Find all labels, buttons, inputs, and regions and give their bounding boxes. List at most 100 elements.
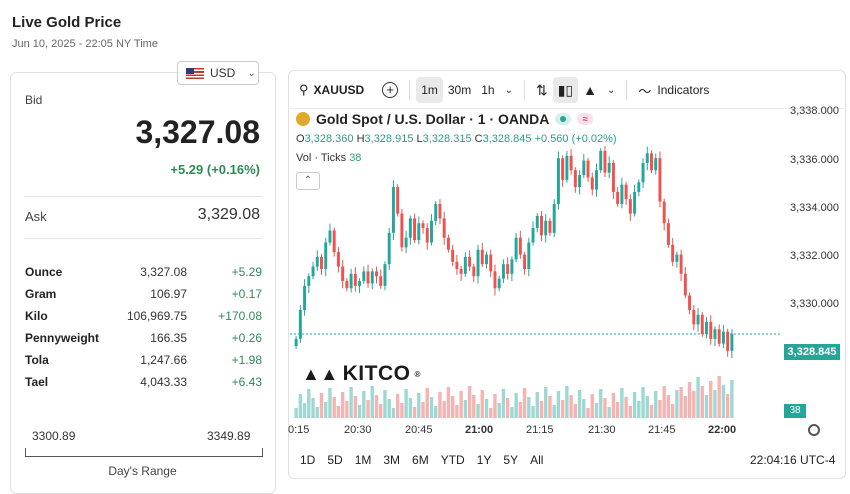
unit-row-tola: Tola 1,247.66 +1.98 xyxy=(25,353,262,375)
divider xyxy=(24,238,262,239)
page-subtitle: Jun 10, 2025 - 22:05 NY Time xyxy=(12,38,158,50)
interval-30m[interactable]: 30m xyxy=(447,83,472,97)
volume-bar xyxy=(446,387,451,418)
ohlc-readout: O3,328.360 H3,328.915 L3,328.315 C3,328.… xyxy=(296,133,617,145)
volume-bar xyxy=(704,395,709,418)
volume-bar xyxy=(510,407,514,418)
volume-bar xyxy=(607,407,611,418)
volume-bar xyxy=(527,397,531,418)
volume-bar xyxy=(429,397,434,418)
candle-body xyxy=(692,309,696,325)
candle-body xyxy=(641,163,645,183)
compare-badge-icon[interactable]: ≈ xyxy=(577,113,594,125)
candle-style-button[interactable]: ▮▯ xyxy=(552,77,579,103)
range-5d[interactable]: 5D xyxy=(327,453,343,467)
volume-bar xyxy=(455,405,459,418)
area-style-button[interactable]: ▲ xyxy=(578,77,602,103)
volume-bar xyxy=(434,406,438,418)
volume-bar xyxy=(624,397,628,418)
volume-bar xyxy=(459,391,463,418)
interval-1m[interactable]: 1m xyxy=(416,77,443,103)
candle-body xyxy=(611,163,615,192)
interval-1h[interactable]: 1h xyxy=(481,83,495,97)
divider xyxy=(523,80,525,100)
x-axis-tick-label: 20:45 xyxy=(405,424,433,436)
candle-body xyxy=(662,201,666,224)
y-axis-tick-label: 3,332.000 xyxy=(790,249,839,262)
candles-icon: ▮▯ xyxy=(557,81,574,98)
volume-bar xyxy=(658,400,662,418)
range-6m[interactable]: 6M xyxy=(412,453,429,467)
indicators-label: Indicators xyxy=(657,83,710,97)
bar-style-button[interactable]: ⇅ xyxy=(531,77,553,103)
volume-bar xyxy=(721,385,726,418)
volume-bar xyxy=(586,408,590,418)
symbol-search[interactable]: ⚲ XAUUSD xyxy=(294,77,369,103)
volume-bar xyxy=(535,392,539,418)
range-5y[interactable]: 5Y xyxy=(503,453,519,467)
interval-dropdown[interactable]: ⌄ xyxy=(500,77,518,103)
volume-bar xyxy=(450,396,455,418)
candle-body xyxy=(345,281,349,289)
vol-label: Vol · Ticks xyxy=(296,152,347,164)
collapse-legend-button[interactable]: ⌃ xyxy=(296,172,320,190)
candle-body xyxy=(375,271,378,277)
candle-body xyxy=(506,264,510,274)
style-dropdown[interactable]: ⌄ xyxy=(602,77,620,103)
indicators-button[interactable]: 〜 Indicators xyxy=(633,77,714,103)
price-chart[interactable] xyxy=(290,110,780,420)
unit-change: +5.29 xyxy=(231,265,262,279)
unit-change: +0.17 xyxy=(231,287,262,301)
candle-body xyxy=(582,160,586,176)
volume-bar xyxy=(560,400,565,418)
volume-bar xyxy=(505,398,510,418)
candle-body xyxy=(324,242,328,269)
range-1y[interactable]: 1Y xyxy=(476,453,492,467)
x-axis-tick-label: 21:30 xyxy=(588,424,616,436)
candle-body xyxy=(548,220,552,233)
volume-bar xyxy=(654,391,658,418)
kitco-logo: ▲▲ KITCO ® xyxy=(302,362,421,386)
last-volume-tag: 38 xyxy=(784,404,806,418)
range-all[interactable]: All xyxy=(530,453,544,467)
volume-bar xyxy=(357,405,362,418)
volume-bar xyxy=(582,399,586,418)
candle-body xyxy=(438,203,442,219)
range-1m[interactable]: 1M xyxy=(354,453,372,467)
volume-readout: Vol · Ticks 38 xyxy=(296,152,361,164)
chevron-down-icon: ⌄ xyxy=(504,84,513,96)
candle-body xyxy=(713,329,717,339)
volume-bar xyxy=(493,394,497,418)
candle-body xyxy=(336,252,340,267)
unit-change: +1.98 xyxy=(231,353,262,367)
o-label: O xyxy=(296,133,305,145)
candle-body xyxy=(514,237,518,260)
volume-bar xyxy=(611,393,616,418)
candle-body xyxy=(349,273,353,289)
candle-body xyxy=(700,314,704,335)
candle-body xyxy=(633,191,637,214)
range-ytd[interactable]: YTD xyxy=(440,453,465,467)
candle-body xyxy=(595,170,598,190)
candle-body xyxy=(624,184,628,200)
volume-bar xyxy=(345,401,349,418)
candle-body xyxy=(650,153,653,171)
ask-value: 3,329.08 xyxy=(197,206,260,223)
candle-body xyxy=(544,220,548,236)
currency-select[interactable]: USD ⌄ xyxy=(177,61,259,85)
candle-body xyxy=(717,329,721,344)
volume-bar xyxy=(531,406,535,418)
candle-body xyxy=(463,256,467,274)
volume-bar xyxy=(632,392,637,418)
candle-body xyxy=(688,295,692,310)
volume-bar xyxy=(319,393,324,418)
settings-icon[interactable] xyxy=(808,424,820,436)
range-3m[interactable]: 3M xyxy=(383,453,401,467)
range-1d[interactable]: 1D xyxy=(300,453,316,467)
y-axis-tick-label: 3,334.000 xyxy=(790,201,839,214)
plus-circle-icon: + xyxy=(382,82,399,98)
h-label: H xyxy=(356,133,365,145)
volume-bar xyxy=(412,407,417,418)
compare-button[interactable]: + xyxy=(377,77,403,103)
candle-body xyxy=(442,218,446,238)
